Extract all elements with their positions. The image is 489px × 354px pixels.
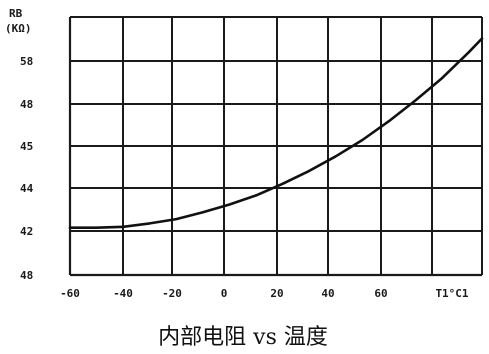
x-tick-label: -40	[113, 287, 133, 300]
y-axis-label: RB	[9, 7, 23, 20]
x-tick-label: 0	[221, 287, 228, 300]
series-line-group	[68, 37, 484, 229]
x-tick-label: 60	[374, 287, 387, 300]
x-tick-label: 40	[321, 287, 334, 300]
x-tick-labels: -60 -40 -20 0 20 40 60 T1°C1	[60, 287, 469, 300]
y-tick-label: 58	[20, 55, 33, 68]
y-tick-label: 44	[20, 182, 34, 195]
series-line	[68, 37, 484, 229]
y-tick-label: 42	[20, 225, 33, 238]
y-tick-label: 48	[20, 98, 33, 111]
y-tick-label: 48	[20, 269, 33, 282]
x-tick-label: -60	[60, 287, 80, 300]
x-tick-label: 20	[270, 287, 283, 300]
y-axis-unit: (KΩ)	[5, 22, 32, 35]
y-tick-labels: 48 42 44 45 48 58	[20, 55, 34, 282]
chart-caption: 内部电阻 vs 温度	[158, 325, 328, 350]
x-tick-label: T1°C1	[435, 287, 468, 300]
x-tick-label: -20	[162, 287, 182, 300]
grid	[68, 16, 483, 277]
y-tick-label: 45	[20, 140, 33, 153]
